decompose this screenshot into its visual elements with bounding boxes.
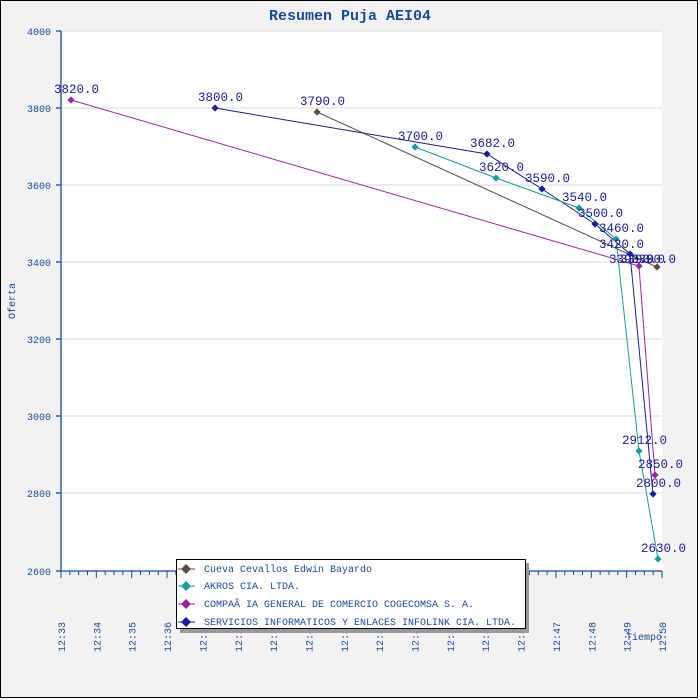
svg-text:2800.0: 2800.0 (636, 477, 681, 491)
svg-text:12:33: 12:33 (58, 622, 69, 652)
svg-text:3390.0: 3390.0 (631, 253, 676, 267)
svg-text:3682.0: 3682.0 (470, 137, 515, 151)
svg-text:3460.0: 3460.0 (599, 222, 644, 236)
svg-text:2912.0: 2912.0 (622, 434, 667, 448)
svg-text:SERVICIOS INFORMATICOS Y ENLAC: SERVICIOS INFORMATICOS Y ENLACES INFOLIN… (204, 618, 516, 629)
svg-text:2600: 2600 (27, 568, 51, 579)
svg-text:3800: 3800 (27, 105, 51, 116)
svg-text:3700.0: 3700.0 (398, 130, 443, 144)
svg-text:12:47: 12:47 (553, 622, 564, 652)
svg-text:3400: 3400 (27, 259, 51, 270)
svg-text:3500.0: 3500.0 (578, 207, 623, 221)
svg-text:4000: 4000 (27, 28, 51, 39)
svg-text:3800.0: 3800.0 (198, 91, 243, 105)
svg-text:2800: 2800 (27, 490, 51, 501)
svg-text:Oferta: Oferta (7, 283, 19, 319)
svg-text:3540.0: 3540.0 (562, 191, 607, 205)
svg-text:2630.0: 2630.0 (641, 542, 686, 556)
svg-text:2850.0: 2850.0 (638, 458, 683, 472)
svg-text:12:48: 12:48 (588, 622, 599, 652)
svg-text:Resumen Puja AEI04: Resumen Puja AEI04 (269, 8, 431, 25)
svg-text:3620.0: 3620.0 (479, 161, 524, 175)
svg-text:3600: 3600 (27, 182, 51, 193)
svg-text:AKROS CIA. LTDA.: AKROS CIA. LTDA. (204, 582, 300, 593)
svg-text:3200: 3200 (27, 336, 51, 347)
svg-text:COMPAÃ IA GENERAL DE COMERCIO: COMPAÃ IA GENERAL DE COMERCIO COGECOMSA … (204, 598, 474, 611)
svg-text:3820.0: 3820.0 (54, 83, 99, 97)
svg-text:12:35: 12:35 (129, 622, 140, 652)
svg-text:12:34: 12:34 (93, 622, 104, 652)
svg-text:3590.0: 3590.0 (525, 172, 570, 186)
svg-text:3000: 3000 (27, 413, 51, 424)
svg-text:12:36: 12:36 (164, 622, 175, 652)
svg-text:3790.0: 3790.0 (300, 95, 345, 109)
svg-text:3420.0: 3420.0 (599, 238, 644, 252)
svg-text:Tiempo: Tiempo (626, 632, 662, 644)
svg-text:Cueva Cevallos Edwin Bayardo: Cueva Cevallos Edwin Bayardo (204, 564, 372, 576)
